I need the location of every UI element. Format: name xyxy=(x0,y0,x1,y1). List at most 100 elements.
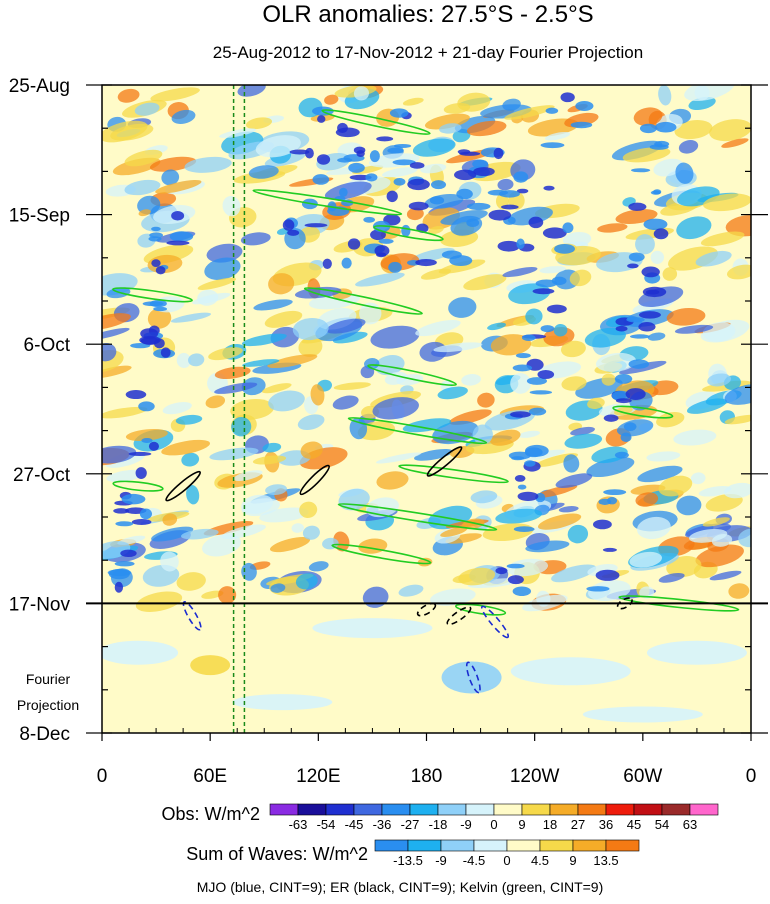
convection-blob xyxy=(322,258,332,269)
convection-blob xyxy=(514,475,526,482)
anomaly-blob xyxy=(633,107,663,126)
er-contour xyxy=(446,606,472,626)
convection-blob xyxy=(643,218,668,231)
anomaly-blob xyxy=(424,113,470,130)
convection-blob xyxy=(586,586,610,592)
anomaly-blob xyxy=(264,310,303,328)
anomaly-blob xyxy=(162,513,178,526)
anomaly-blob xyxy=(684,85,735,102)
anomaly-blob xyxy=(382,167,418,178)
anomaly-blob xyxy=(202,534,242,557)
colorbar-cell xyxy=(572,839,607,852)
convection-blob xyxy=(603,414,619,422)
colorbar-cell xyxy=(473,839,508,852)
anomaly-blob xyxy=(155,179,202,194)
convection-blob xyxy=(488,209,512,221)
colorbar-cell xyxy=(374,839,409,852)
anomaly-blob xyxy=(147,307,172,329)
anomaly-blob xyxy=(292,317,329,341)
anomaly-blob xyxy=(635,492,659,507)
anomaly-blob xyxy=(297,414,325,431)
projection-label-line2: Projection xyxy=(17,697,79,713)
anomaly-blob xyxy=(300,441,323,459)
convection-blob xyxy=(506,563,525,569)
anomaly-blob xyxy=(676,216,712,240)
anomaly-blob xyxy=(150,87,200,102)
anomaly-blob xyxy=(102,406,148,419)
anomaly-blob xyxy=(241,494,274,514)
anomaly-blob xyxy=(688,528,728,543)
colorbar-label: -36 xyxy=(373,817,392,832)
kelvin-contour xyxy=(373,225,444,242)
convection-blob xyxy=(149,232,163,239)
anomaly-blob xyxy=(443,102,471,114)
chart-subtitle: 25-Aug-2012 to 17-Nov-2012 + 21-day Four… xyxy=(213,43,643,62)
anomaly-blob xyxy=(686,398,728,414)
convection-blob xyxy=(513,526,535,533)
anomaly-blob xyxy=(537,513,582,530)
convection-blob xyxy=(515,352,531,359)
convection-blob xyxy=(575,101,594,111)
convection-blob xyxy=(169,231,194,242)
anomaly-blob xyxy=(134,102,160,116)
anomaly-blob xyxy=(333,382,371,391)
y-tick-label: 8-Dec xyxy=(19,724,70,745)
anomaly-blob xyxy=(695,544,744,568)
convection-blob xyxy=(430,180,447,190)
projection-blob xyxy=(190,655,231,676)
anomaly-blob xyxy=(332,395,359,410)
kelvin-contour xyxy=(612,405,674,419)
anomaly-blob xyxy=(675,162,694,184)
x-tick-label: 120E xyxy=(296,766,340,787)
anomaly-blob xyxy=(698,486,732,497)
convection-blob xyxy=(517,484,527,490)
anomaly-blob xyxy=(666,307,706,326)
kelvin-contour xyxy=(618,595,740,612)
anomaly-blob xyxy=(102,342,117,362)
colorbar-label: -4.5 xyxy=(463,853,485,868)
anomaly-blob xyxy=(560,340,586,358)
anomaly-blob xyxy=(214,382,258,394)
mjo-contour xyxy=(480,605,510,639)
anomaly-blob xyxy=(252,455,287,465)
anomaly-blob xyxy=(439,123,462,134)
convection-blob xyxy=(615,398,632,404)
anomaly-blob xyxy=(551,564,597,583)
convection-blob xyxy=(620,432,632,443)
anomaly-blob xyxy=(709,119,751,142)
convection-blob xyxy=(335,127,360,138)
convection-blob xyxy=(501,204,519,210)
reference-longitude-lines xyxy=(232,85,246,733)
colorbar-label: 36 xyxy=(599,817,613,832)
kelvin-contour xyxy=(347,417,488,445)
anomaly-blob xyxy=(161,169,180,186)
convection-blob xyxy=(347,238,361,250)
anomaly-blob xyxy=(678,140,699,154)
convection-blob xyxy=(540,142,565,149)
anomaly-blob xyxy=(265,484,288,496)
convection-blob xyxy=(623,422,637,431)
anomaly-blob xyxy=(490,334,532,356)
convection-blob xyxy=(554,243,575,254)
projection-blob xyxy=(582,706,703,723)
anomaly-blob xyxy=(110,123,154,141)
convection-blob xyxy=(638,322,656,332)
x-tick-label: 180 xyxy=(411,766,443,787)
kelvin-contour xyxy=(398,464,509,484)
anomaly-blob xyxy=(186,484,200,505)
colorbar-cell xyxy=(353,803,383,816)
convection-blob xyxy=(528,407,547,416)
anomaly-blob xyxy=(357,421,396,441)
waves-colorbar-title: Sum of Waves: W/m^2 xyxy=(186,844,368,864)
convection-blob xyxy=(628,202,647,211)
convection-blob xyxy=(339,187,348,197)
convection-blob xyxy=(120,549,137,558)
anomaly-blob xyxy=(205,395,226,409)
anomaly-blob xyxy=(702,517,730,527)
anomaly-blob xyxy=(666,556,702,578)
convection-blob xyxy=(363,216,375,223)
anomaly-blob xyxy=(587,397,605,409)
anomaly-blob xyxy=(477,392,495,408)
er-contour xyxy=(165,470,201,502)
colorbar-cell xyxy=(325,803,355,816)
